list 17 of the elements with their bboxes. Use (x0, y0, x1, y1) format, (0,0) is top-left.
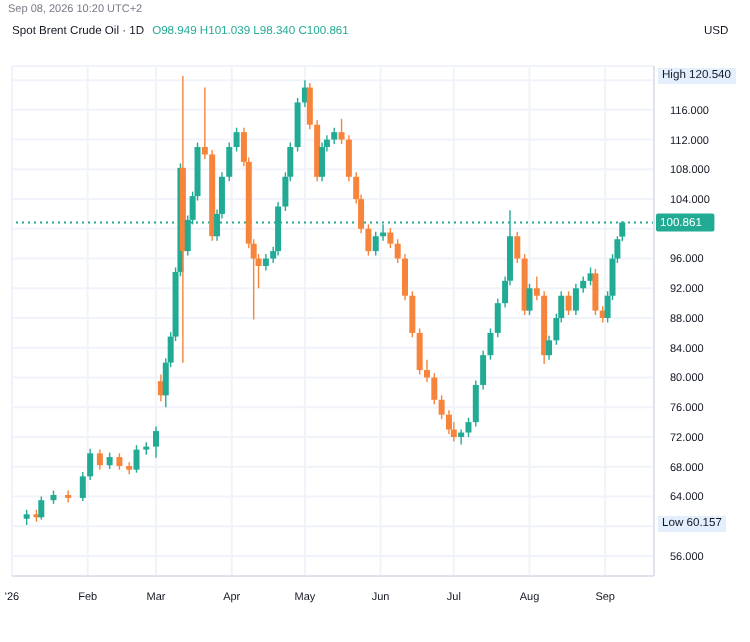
candlestick (465, 416, 472, 438)
candlestick (65, 489, 72, 504)
candlestick (126, 461, 133, 475)
candlestick (526, 283, 533, 316)
candlestick (319, 141, 326, 182)
candlestick (514, 231, 521, 264)
candlestick (372, 231, 379, 257)
candlestick (233, 127, 240, 153)
candlestick (565, 290, 572, 316)
candlestick (96, 448, 103, 471)
candlestick (416, 327, 423, 376)
candlestick (592, 268, 599, 316)
candlestick (387, 227, 394, 249)
candlestick (38, 495, 45, 521)
candlestick (572, 283, 579, 316)
candlestick (153, 425, 160, 459)
candlestick (133, 444, 140, 474)
